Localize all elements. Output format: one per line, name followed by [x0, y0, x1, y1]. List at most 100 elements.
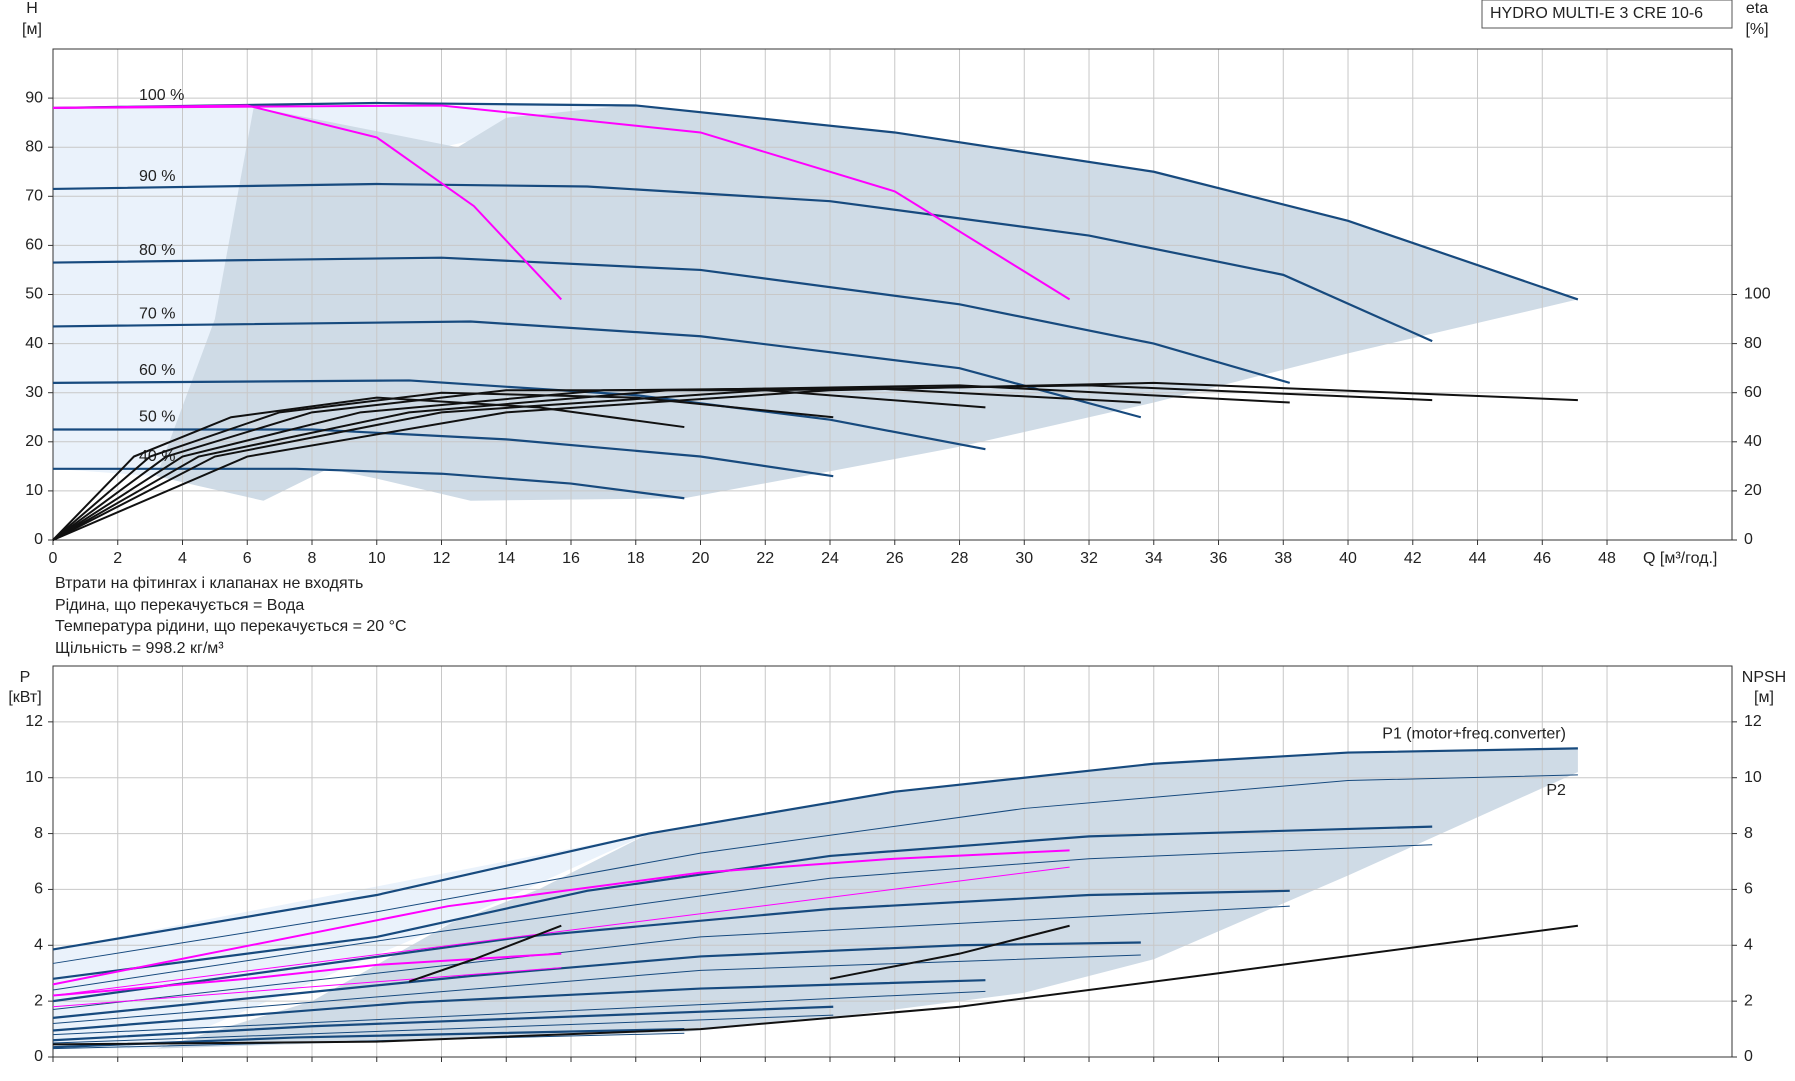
curve — [52, 389, 986, 541]
y-axis-label: P — [20, 669, 31, 686]
y2-axis-unit: [м] — [1754, 689, 1774, 706]
curve — [52, 256, 1291, 384]
speed-label: 80 % — [139, 242, 175, 259]
y2-tick-label: 6 — [1744, 881, 1753, 898]
curve — [52, 924, 1579, 1046]
y2-tick-label: 40 — [1744, 433, 1762, 450]
curve — [52, 1005, 834, 1042]
x-tick-label: 10 — [368, 550, 386, 567]
curve — [52, 941, 1141, 1019]
curve — [52, 979, 986, 1032]
x-axis-label: Q [м³/год.] — [1643, 550, 1717, 567]
y2-tick-label: 0 — [1744, 531, 1753, 548]
curve — [52, 1014, 834, 1044]
x-tick-label: 30 — [1015, 550, 1033, 567]
curve — [52, 866, 1070, 997]
x-tick-label: 46 — [1533, 550, 1551, 567]
x-tick-label: 16 — [562, 550, 580, 567]
chart-title: HYDRO MULTI-E 3 CRE 10-6 — [1490, 5, 1703, 22]
y2-tick-label: 4 — [1744, 937, 1753, 954]
x-tick-label: 32 — [1080, 550, 1098, 567]
x-tick-label: 40 — [1339, 550, 1357, 567]
curve — [52, 849, 1070, 986]
curve — [52, 905, 1290, 1011]
curve — [52, 774, 1578, 964]
x-tick-label: 2 — [113, 550, 122, 567]
x-tick-label: 24 — [821, 550, 839, 567]
y-tick-label: 20 — [25, 433, 43, 450]
y2-tick-label: 10 — [1744, 769, 1762, 786]
curve — [52, 954, 1141, 1024]
speed-label: 100 % — [139, 87, 184, 104]
operating-area — [156, 104, 1578, 501]
y2-tick-label: 100 — [1744, 286, 1771, 303]
y-tick-label: 4 — [34, 937, 43, 954]
curve — [408, 924, 562, 983]
x-tick-label: 14 — [497, 550, 515, 567]
y-tick-label: 30 — [25, 384, 43, 401]
y2-tick-label: 80 — [1744, 335, 1762, 352]
curve — [52, 379, 986, 451]
y-tick-label: 70 — [25, 188, 43, 205]
x-tick-label: 28 — [951, 550, 969, 567]
y2-tick-label: 0 — [1744, 1048, 1753, 1065]
y-tick-label: 12 — [25, 713, 43, 730]
x-tick-label: 44 — [1469, 550, 1487, 567]
y-tick-label: 0 — [34, 1048, 43, 1065]
y-tick-label: 2 — [34, 992, 43, 1009]
curve — [52, 990, 986, 1036]
x-tick-label: 42 — [1404, 550, 1422, 567]
x-tick-label: 38 — [1274, 550, 1292, 567]
curve — [52, 825, 1433, 980]
speed-label: 60 % — [139, 362, 175, 379]
x-tick-label: 18 — [627, 550, 645, 567]
y2-axis-label: NPSH — [1742, 669, 1786, 686]
x-tick-label: 0 — [49, 550, 58, 567]
curve — [52, 396, 685, 541]
y2-tick-label: 60 — [1744, 384, 1762, 401]
curve — [52, 386, 1141, 541]
y-tick-label: 10 — [25, 769, 43, 786]
y-axis-unit: [м] — [22, 21, 42, 38]
x-tick-label: 22 — [756, 550, 774, 567]
plot-frame — [52, 48, 1733, 541]
curve — [52, 967, 562, 1008]
note: Температура рідини, що перекачується = 2… — [55, 618, 407, 635]
x-tick-label: 34 — [1145, 550, 1163, 567]
x-tick-label: 36 — [1210, 550, 1228, 567]
note: Втрати на фітингах і клапанах не входять — [55, 575, 363, 592]
curve — [52, 952, 562, 997]
y2-tick-label: 2 — [1744, 992, 1753, 1009]
y-tick-label: 60 — [25, 237, 43, 254]
y-tick-label: 40 — [25, 335, 43, 352]
curve — [52, 384, 1290, 541]
series-label: P1 (motor+freq.converter) — [1382, 726, 1566, 743]
curve — [52, 391, 834, 541]
x-tick-label: 4 — [178, 550, 187, 567]
speed-label: 40 % — [139, 448, 175, 465]
curve — [52, 844, 1433, 991]
y2-axis-unit: [%] — [1745, 21, 1768, 38]
y-axis-label: H — [26, 0, 38, 17]
curve — [53, 428, 834, 478]
note: Щільність = 998.2 кг/м³ — [55, 640, 224, 657]
series-label: P2 — [1546, 782, 1566, 799]
y2-axis-label: eta — [1746, 0, 1768, 17]
curve — [52, 101, 1579, 301]
y2-tick-label: 12 — [1744, 713, 1762, 730]
x-tick-label: 20 — [692, 550, 710, 567]
y-tick-label: 10 — [25, 482, 43, 499]
y-tick-label: 0 — [34, 531, 43, 548]
y2-tick-label: 8 — [1744, 825, 1753, 842]
speed-label: 90 % — [139, 168, 175, 185]
x-tick-label: 12 — [433, 550, 451, 567]
curve — [52, 384, 1433, 541]
curve — [52, 104, 1071, 301]
y-tick-label: 8 — [34, 825, 43, 842]
x-tick-label: 48 — [1598, 550, 1616, 567]
x-tick-label: 8 — [308, 550, 317, 567]
y-axis-unit: [кВт] — [8, 689, 41, 706]
speed-label: 50 % — [139, 409, 175, 426]
note: Рідина, що перекачується = Вода — [55, 597, 304, 614]
